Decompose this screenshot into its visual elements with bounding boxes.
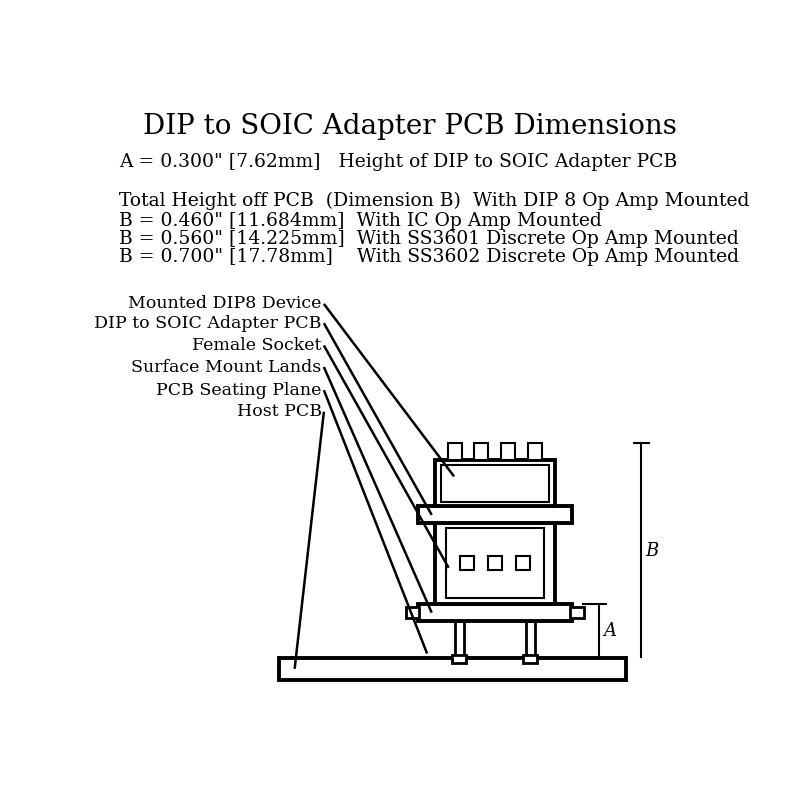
Text: B = 0.700" [17.78mm]    With SS3602 Discrete Op Amp Mounted: B = 0.700" [17.78mm] With SS3602 Discret… (119, 249, 739, 266)
Bar (418, 604, 572, 621)
Bar (525, 621, 535, 658)
Text: DIP to SOIC Adapter PCB Dimensions: DIP to SOIC Adapter PCB Dimensions (143, 113, 677, 140)
Text: Surface Mount Lands: Surface Mount Lands (131, 358, 321, 375)
Bar (501, 443, 515, 460)
Bar (528, 443, 542, 460)
Text: A: A (603, 622, 617, 640)
Bar (474, 443, 489, 460)
Bar (448, 443, 461, 460)
Text: B = 0.560" [14.225mm]  With SS3601 Discrete Op Amp Mounted: B = 0.560" [14.225mm] With SS3601 Discre… (119, 230, 739, 248)
Bar (280, 658, 626, 680)
Bar (441, 465, 549, 502)
Bar (523, 655, 537, 662)
Bar (418, 506, 572, 523)
Text: Host PCB: Host PCB (236, 403, 321, 420)
Bar (405, 607, 420, 618)
Text: A = 0.300" [7.62mm]   Height of DIP to SOIC Adapter PCB: A = 0.300" [7.62mm] Height of DIP to SOI… (119, 153, 678, 171)
Text: DIP to SOIC Adapter PCB: DIP to SOIC Adapter PCB (95, 314, 321, 332)
Text: Total Height off PCB  (Dimension B)  With DIP 8 Op Amp Mounted: Total Height off PCB (Dimension B) With … (119, 192, 750, 210)
Bar (435, 523, 555, 604)
Bar (435, 460, 555, 506)
Bar (516, 556, 530, 570)
Text: PCB Seating Plane: PCB Seating Plane (156, 382, 321, 398)
Text: Mounted DIP8 Device: Mounted DIP8 Device (128, 295, 321, 312)
Bar (460, 556, 473, 570)
Bar (453, 655, 466, 662)
Bar (455, 621, 464, 658)
Bar (488, 556, 501, 570)
Text: Female Socket: Female Socket (192, 337, 321, 354)
Text: B = 0.460" [11.684mm]  With IC Op Amp Mounted: B = 0.460" [11.684mm] With IC Op Amp Mou… (119, 211, 602, 230)
Bar (570, 607, 584, 618)
Text: B: B (646, 542, 659, 560)
Bar (445, 528, 544, 598)
